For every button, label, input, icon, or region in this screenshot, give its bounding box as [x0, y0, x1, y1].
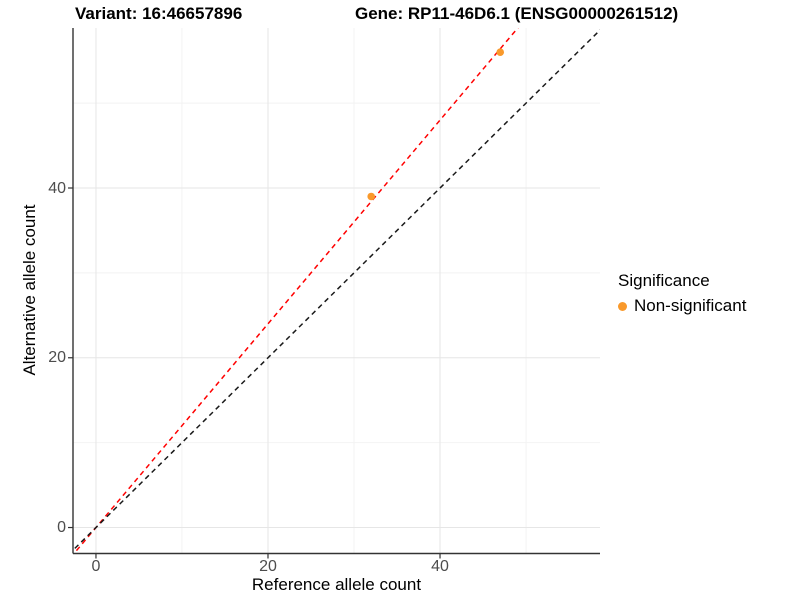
y-axis-title: Alternative allele count: [20, 204, 39, 376]
y-tick-label: 40: [48, 179, 66, 197]
data-point: [367, 192, 376, 201]
y-tick-label: 0: [57, 519, 66, 537]
y-tick-label: 20: [48, 349, 66, 367]
legend-item-non-significant: Non-significant: [618, 296, 746, 316]
legend-item-label: Non-significant: [634, 296, 747, 315]
legend-point-icon: [618, 301, 627, 311]
x-tick-label: 20: [259, 558, 277, 575]
plot-title-variant: Variant: 16:46657896: [75, 4, 243, 23]
legend: Significance Non-significant: [618, 271, 746, 316]
panel-background: [73, 28, 600, 554]
x-tick-label: 40: [431, 558, 449, 575]
x-tick-label: 0: [91, 558, 101, 575]
data-point: [496, 48, 505, 56]
x-axis-title: Reference allele count: [251, 575, 422, 594]
reference-lines-group: [73, 28, 600, 554]
legend-title: Significance: [618, 271, 710, 290]
plot-title-gene: Gene: RP11-46D6.1 (ENSG00000261512): [355, 4, 679, 23]
